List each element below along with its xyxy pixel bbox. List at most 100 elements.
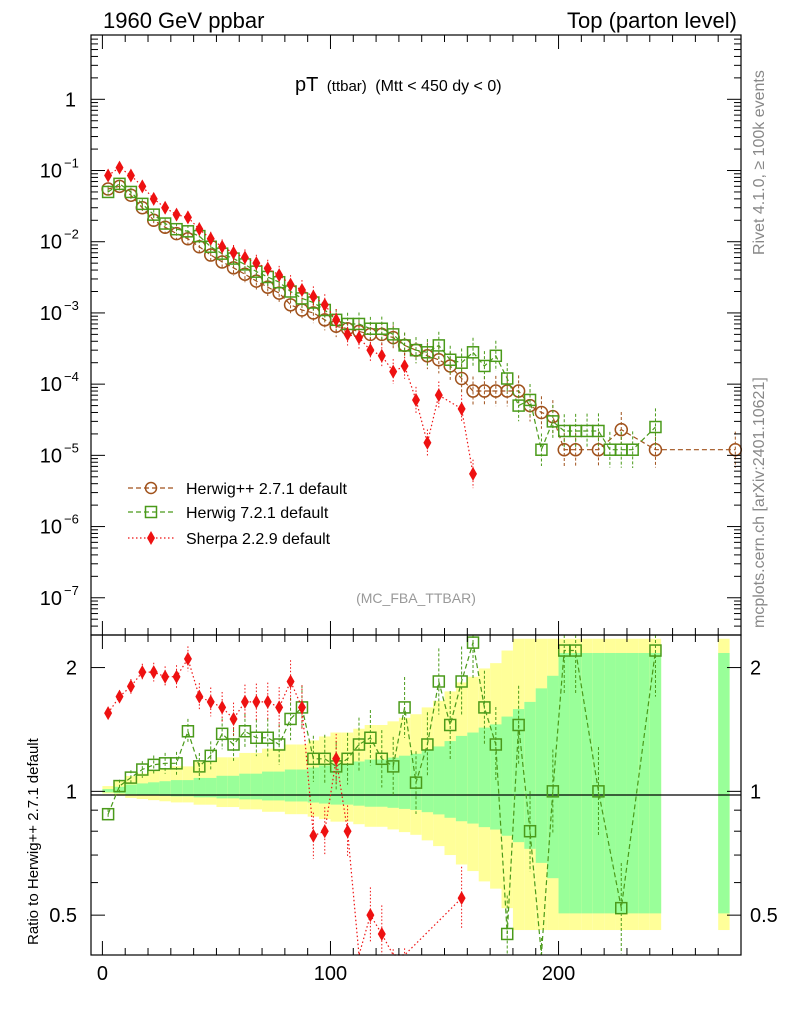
ratio-point — [183, 651, 192, 666]
data-point — [626, 443, 639, 456]
data-point — [500, 372, 514, 385]
band-green — [604, 652, 616, 914]
legend-item-herwig7: Herwig 7.2.1 default — [128, 505, 329, 522]
data-point — [592, 424, 605, 438]
data-point — [136, 197, 149, 211]
ratio-y-tick-label-right: 2 — [750, 658, 761, 680]
main-y-tick-label: 10 — [40, 374, 62, 396]
svg-text:pT (ttbar) (Mt: pT (ttbar) (Mtt < 450 dy < 0) — [295, 74, 502, 96]
ratio-y-tick-label: 0.5 — [49, 905, 77, 927]
ratio-point — [364, 731, 377, 745]
data-point — [354, 330, 363, 345]
title-main: pT — [295, 74, 318, 96]
band-green — [284, 769, 297, 802]
data-point — [534, 405, 549, 420]
ratio-point — [478, 701, 491, 714]
band-green — [239, 773, 251, 800]
main-y-tick-label: 10 — [40, 445, 62, 467]
data-point — [147, 208, 160, 221]
header-right: Top (parton level) — [567, 8, 737, 33]
ratio-point — [592, 785, 605, 798]
legend-label: Herwig 7.2.1 default — [186, 505, 329, 522]
ratio-x-tick-label: 0 — [97, 963, 108, 985]
data-point — [457, 401, 466, 416]
ratio-point — [161, 669, 170, 684]
ratio-point — [320, 824, 329, 839]
ratio-point — [443, 718, 457, 732]
band-green — [319, 765, 331, 804]
data-point — [297, 282, 306, 297]
ratio-x-tick-label: 200 — [542, 963, 575, 985]
ratio-point — [218, 700, 227, 715]
ratio-point — [172, 669, 181, 684]
band-green — [558, 652, 570, 914]
ratio-y-tick-label-right: 0.5 — [750, 905, 778, 927]
ratio-point — [377, 926, 386, 941]
data-point — [172, 207, 181, 222]
ratio-point — [489, 738, 503, 751]
legend-square-marker — [144, 505, 158, 519]
data-point — [377, 348, 386, 363]
data-point — [161, 200, 170, 215]
ratio-axes: 0.5 0.5 1 1 2 2 0 100 200 — [49, 635, 778, 985]
legend-diamond-marker — [147, 531, 155, 545]
ratio-point — [240, 694, 249, 709]
series-line — [107, 185, 736, 451]
ratio-point — [126, 679, 135, 694]
data-point — [400, 358, 409, 373]
data-point — [229, 245, 238, 260]
data-point — [386, 328, 400, 341]
ratio-frame — [90, 634, 742, 956]
ratio-point — [149, 665, 158, 680]
ratio-ylabel: Ratio to Herwig++ 2.7.1 default — [25, 737, 42, 945]
band-green — [307, 767, 320, 803]
main-panel: 10 −710 −610 −510 −410 −310 −210 −11 pT (ttbar)… — [40, 34, 743, 636]
ratio-point — [421, 738, 434, 751]
ratio-point — [215, 727, 229, 741]
main-y-tick-exponent: −6 — [64, 512, 79, 527]
data-point — [366, 343, 375, 358]
main-y-tick-exponent: −1 — [64, 156, 79, 171]
legend-label: Sherpa 2.2.9 default — [186, 531, 331, 548]
legend-label: Herwig++ 2.7.1 default — [186, 481, 348, 498]
ratio-point — [523, 824, 537, 838]
main-y-tick-label: 10 — [40, 232, 62, 254]
ratio-point — [101, 807, 115, 821]
band-green — [364, 759, 377, 807]
band-green — [615, 652, 627, 914]
band-green — [638, 652, 650, 914]
band-green — [433, 746, 445, 815]
data-point — [432, 339, 446, 352]
band-green — [102, 789, 114, 793]
data-point — [434, 388, 443, 403]
ratio-point — [138, 665, 147, 680]
legend-item-herwigpp: Herwig++ 2.7.1 default — [128, 481, 348, 498]
main-y-axis: 10 −710 −610 −510 −410 −310 −210 −11 — [40, 34, 742, 636]
data-point — [206, 231, 215, 246]
ratio-point — [500, 927, 514, 941]
ratio-point — [332, 751, 341, 766]
band-green — [216, 775, 228, 799]
main-y-tick-label: 10 — [40, 161, 62, 183]
band-green — [273, 771, 285, 801]
title-sub: (ttbar) — [327, 78, 367, 95]
data-point — [195, 222, 204, 237]
ratio-point — [275, 700, 284, 715]
data-point — [649, 420, 662, 434]
band-green — [398, 755, 411, 809]
data-point — [523, 393, 537, 407]
ratio-plot-area — [101, 635, 662, 956]
ratio-point — [252, 694, 261, 709]
ratio-point — [284, 712, 297, 726]
ratio-point — [466, 636, 480, 649]
data-point — [389, 364, 398, 379]
ratio-point — [512, 718, 525, 732]
ratio-y-tick-label-right: 1 — [750, 781, 761, 803]
ratio-point — [343, 824, 352, 839]
ratio-y-tick-label: 2 — [66, 658, 77, 680]
ratio-point — [318, 752, 332, 766]
data-point — [332, 312, 341, 327]
data-point — [568, 442, 583, 457]
main-title: pT (ttbar) (Mtt < 450 dy < 0) — [295, 74, 502, 96]
ratio-point — [341, 752, 354, 766]
